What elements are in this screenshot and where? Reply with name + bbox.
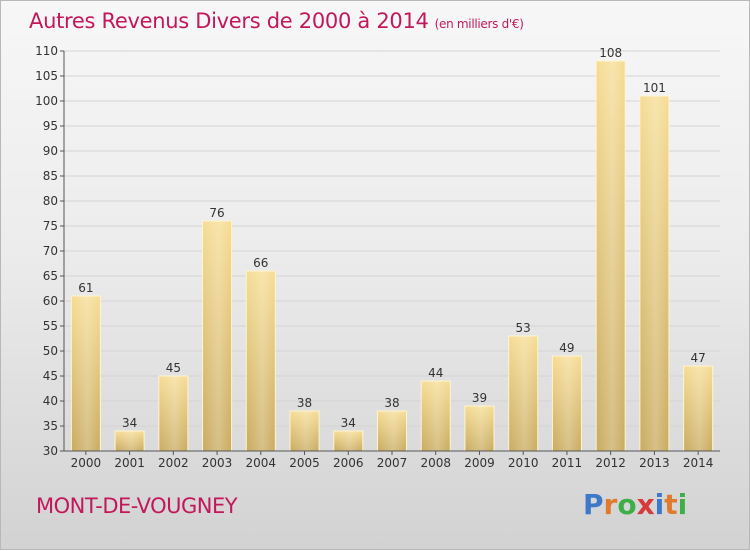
bar-shine [115,431,145,451]
bar-value-label: 34 [122,416,137,430]
x-tick-label: 2010 [508,456,539,470]
bar-value-label: 108 [599,46,622,60]
bar-value-label: 34 [341,416,356,430]
bar-shine [596,61,626,451]
y-tick-label: 95 [43,119,58,133]
commune-name: MONT-DE-VOUGNEY [36,494,238,518]
bar-shine [464,406,494,451]
bar-shine [290,411,320,451]
bar-value-label: 101 [643,81,666,95]
x-tick-label: 2000 [71,456,102,470]
bar-value-label: 47 [690,351,705,365]
logo-letter: t [664,488,678,521]
bar-value-label: 49 [559,341,574,355]
x-tick-label: 2001 [114,456,145,470]
bar-shine [377,411,407,451]
bars: 61 34 45 76 66 38 34 38 44 39 53 49 108 101 47 [70,46,714,452]
bar-shine [202,221,232,451]
bar-shine [683,366,713,451]
x-tick-label: 2011 [552,456,583,470]
x-tick-label: 2009 [464,456,495,470]
chart-title: Autres Revenus Divers de 2000 à 2014 (en … [29,9,524,33]
y-tick-label: 55 [43,319,58,333]
bar-value-label: 39 [472,391,487,405]
proxiti-logo[interactable]: Proxiti [583,488,687,521]
bar-shine [158,376,188,451]
bar-shine [71,296,101,451]
logo-letter: i [654,488,665,521]
logo-letter: o [617,488,637,521]
x-axis: 2000 2001 2002 2003 2004 2005 2006 2007 2008 2009… [64,450,720,470]
bar-shine [421,381,451,451]
bar-shine [246,271,276,451]
x-tick-label: 2012 [595,456,626,470]
y-tick-label: 105 [35,69,58,83]
y-tick-label: 60 [43,294,58,308]
bar-value-label: 76 [209,206,224,220]
y-tick-label: 40 [43,394,58,408]
bar-value-label: 53 [516,321,531,335]
bar-value-label: 61 [78,281,93,295]
y-tick-label: 45 [43,369,58,383]
x-tick-label: 2005 [289,456,320,470]
bar-shine [639,96,669,451]
y-axis: 30 35 40 45 50 55 60 65 70 75 80 85 90 95 100 105 110 [35,44,65,458]
x-tick-label: 2003 [202,456,233,470]
logo-letter: i [677,488,688,521]
logo-letter: r [603,488,618,521]
bar-value-label: 45 [166,361,181,375]
bar-shine [333,431,363,451]
x-tick-label: 2014 [683,456,714,470]
y-tick-label: 30 [43,444,58,458]
logo-letter: P [583,488,604,521]
y-tick-label: 50 [43,344,58,358]
y-tick-label: 75 [43,219,58,233]
x-tick-label: 2007 [377,456,408,470]
y-tick-label: 110 [35,44,58,58]
bar-value-label: 38 [384,396,399,410]
y-tick-label: 85 [43,169,58,183]
chart-title-text: Autres Revenus Divers de 2000 à 2014 [29,9,429,33]
bar-shine [552,356,582,451]
x-tick-label: 2004 [246,456,277,470]
bar-shine [508,336,538,451]
x-tick-label: 2013 [639,456,670,470]
y-tick-label: 35 [43,419,58,433]
bar-value-label: 44 [428,366,443,380]
y-tick-label: 65 [43,269,58,283]
bar-value-label: 66 [253,256,268,270]
x-tick-label: 2002 [158,456,189,470]
chart-unit: (en milliers d'€) [434,17,524,31]
y-tick-label: 100 [35,94,58,108]
bar-value-label: 38 [297,396,312,410]
x-tick-label: 2008 [420,456,451,470]
y-tick-label: 70 [43,244,58,258]
y-tick-label: 90 [43,144,58,158]
x-tick-label: 2006 [333,456,364,470]
logo-letter: x [636,488,655,521]
y-tick-label: 80 [43,194,58,208]
